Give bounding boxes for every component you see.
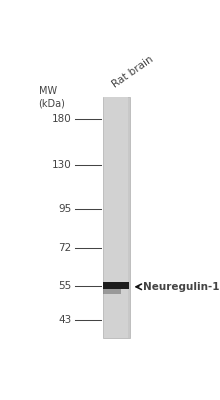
Text: MW
(kDa): MW (kDa) [38,86,66,108]
Text: Rat brain: Rat brain [110,54,155,90]
Bar [104,97,128,338]
Text: 43: 43 [59,315,72,325]
Bar [103,282,129,289]
Bar [103,97,130,338]
Text: 72: 72 [59,243,72,253]
Text: 55: 55 [59,280,72,290]
Bar [103,289,121,294]
Text: 180: 180 [52,114,72,124]
Text: 95: 95 [59,204,72,214]
Text: 130: 130 [52,160,72,170]
Text: Neuregulin-1: Neuregulin-1 [143,282,220,292]
